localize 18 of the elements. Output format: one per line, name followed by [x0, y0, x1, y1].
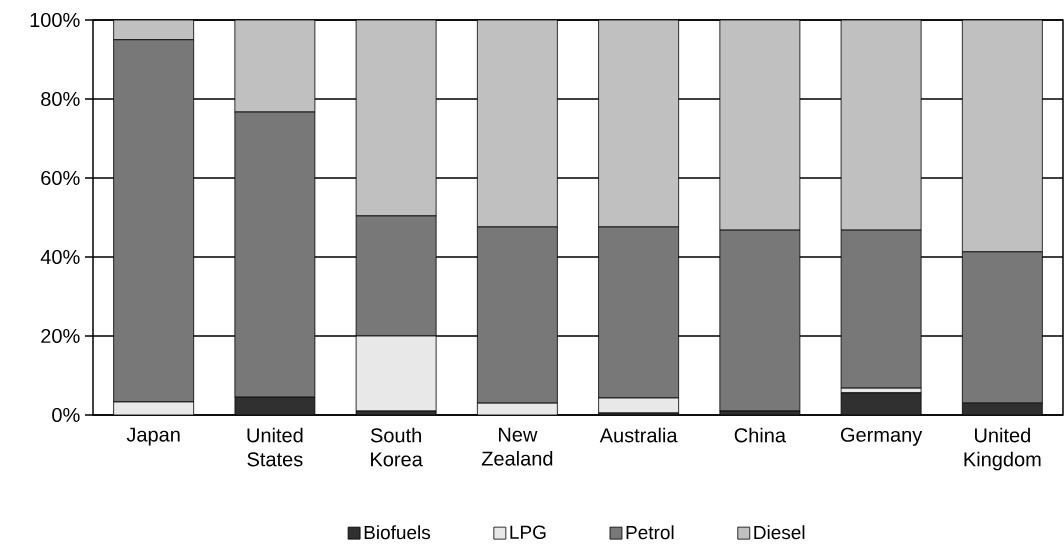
x-tick-label: Australia: [599, 427, 678, 443]
x-tick-label: China: [734, 427, 786, 443]
y-tick-label: 80%: [41, 91, 80, 107]
y-tick-label: 0%: [52, 407, 80, 423]
y-tick-label: 100%: [30, 12, 80, 28]
x-tick-label: Japan: [126, 427, 180, 446]
y-tick-label: 60%: [41, 170, 80, 186]
x-tick-label: Germany: [841, 427, 923, 446]
x-tick-label: United States: [247, 427, 303, 467]
x-tick-label: United Kingdom: [964, 427, 1041, 471]
y-tick-label: 40%: [40, 249, 80, 265]
x-tick-label: South Korea: [370, 427, 423, 467]
legend-label: Diesel: [754, 525, 805, 540]
y-tick-label: 20%: [41, 328, 80, 344]
legend-label: Petrol: [626, 525, 674, 540]
x-tick-label: New Zealand: [481, 427, 553, 466]
legend-label: LPG: [510, 525, 546, 539]
legend-label: Biofuels: [364, 525, 431, 540]
